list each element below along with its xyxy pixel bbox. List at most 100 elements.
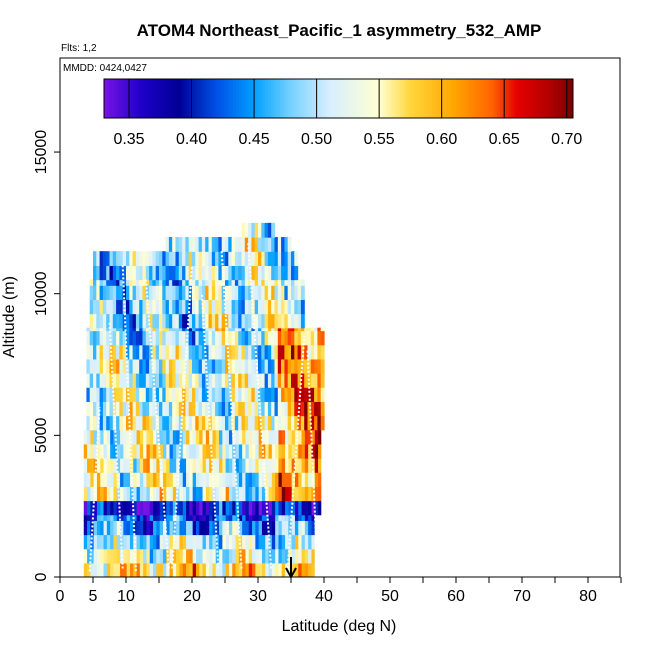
heatmap-cell bbox=[278, 514, 283, 521]
heatmap-cell bbox=[271, 265, 276, 281]
heatmap-cell bbox=[195, 443, 200, 459]
heatmap-cell bbox=[274, 415, 279, 431]
colorbar-segment bbox=[130, 79, 134, 118]
heatmap-cell bbox=[287, 265, 292, 281]
heatmap-cell bbox=[254, 222, 259, 238]
heatmap-cell bbox=[110, 429, 115, 445]
heatmap-cell bbox=[188, 251, 193, 266]
heatmap-cell bbox=[172, 373, 177, 388]
heatmap-cell bbox=[278, 520, 283, 536]
heatmap-cell bbox=[221, 358, 226, 374]
heatmap-cell bbox=[294, 313, 299, 329]
heatmap-cell bbox=[251, 285, 256, 300]
heatmap-cell bbox=[205, 534, 210, 550]
heatmap-cell bbox=[201, 251, 206, 266]
heatmap-cell bbox=[252, 514, 256, 521]
heatmap-cell bbox=[281, 279, 285, 286]
heatmap-cell bbox=[182, 358, 186, 374]
heatmap-cell bbox=[221, 373, 226, 388]
heatmap-cell bbox=[93, 285, 97, 300]
heatmap-cell bbox=[211, 251, 216, 266]
heatmap-cell bbox=[106, 514, 111, 521]
heatmap-cell bbox=[179, 548, 184, 564]
heatmap-cell bbox=[285, 472, 289, 487]
heatmap-cell bbox=[185, 401, 190, 417]
heatmap-cell bbox=[307, 330, 312, 346]
heatmap-cell bbox=[145, 415, 150, 431]
heatmap-cell bbox=[317, 330, 322, 346]
heatmap-cell bbox=[113, 443, 118, 459]
heatmap-cell bbox=[252, 458, 256, 473]
heatmap-cell bbox=[122, 358, 127, 374]
heatmap-cell bbox=[212, 562, 217, 577]
heatmap-cell bbox=[165, 285, 170, 300]
heatmap-cell bbox=[258, 443, 263, 459]
heatmap-cell bbox=[284, 330, 289, 346]
heatmap-cell bbox=[172, 415, 177, 431]
heatmap-cell bbox=[155, 344, 160, 360]
heatmap-cell bbox=[146, 534, 151, 550]
heatmap-cell bbox=[241, 313, 246, 329]
heatmap-cell bbox=[221, 279, 226, 286]
heatmap-cell bbox=[162, 548, 167, 564]
colorbar-segment bbox=[382, 79, 386, 118]
heatmap-cell bbox=[208, 401, 213, 417]
heatmap-cell bbox=[241, 344, 246, 360]
heatmap-cell bbox=[93, 534, 98, 550]
heatmap-cell bbox=[271, 285, 276, 300]
heatmap-cell bbox=[192, 458, 197, 473]
heatmap-cell bbox=[298, 472, 303, 487]
heatmap-cell bbox=[87, 443, 91, 459]
heatmap-cell bbox=[166, 534, 171, 550]
colorbar-segment bbox=[546, 79, 551, 118]
heatmap-cell bbox=[234, 327, 239, 332]
heatmap-cell bbox=[275, 514, 280, 521]
x-tick-label: 20 bbox=[183, 588, 201, 605]
heatmap-cell bbox=[189, 443, 194, 459]
heatmap-cell bbox=[281, 458, 286, 473]
heatmap-cell bbox=[122, 415, 127, 431]
heatmap-cell bbox=[297, 279, 302, 286]
heatmap-cell bbox=[139, 514, 144, 521]
heatmap-cell bbox=[176, 458, 181, 473]
heatmap-cell bbox=[178, 285, 183, 300]
heatmap-cell bbox=[136, 562, 141, 577]
heatmap-cell bbox=[288, 500, 293, 516]
heatmap-cell bbox=[277, 237, 282, 252]
heatmap-cell bbox=[83, 548, 88, 564]
colorbar-segment bbox=[458, 79, 463, 118]
heatmap-cell bbox=[89, 344, 94, 360]
heatmap-cell bbox=[258, 429, 263, 445]
heatmap-cell bbox=[275, 534, 280, 550]
heatmap-cell bbox=[274, 265, 279, 281]
heatmap-cell bbox=[228, 514, 233, 521]
heatmap-cell bbox=[205, 458, 210, 473]
heatmap-cell bbox=[156, 458, 161, 473]
colorbar-segment bbox=[356, 79, 360, 118]
heatmap-cell bbox=[86, 415, 91, 431]
heatmap-cell bbox=[212, 486, 217, 502]
colorbar-segment bbox=[347, 79, 351, 118]
heatmap-cell bbox=[297, 373, 302, 388]
heatmap-cell bbox=[264, 237, 269, 252]
heatmap-cell bbox=[291, 486, 296, 502]
heatmap-cell bbox=[284, 265, 289, 281]
heatmap-cell bbox=[248, 401, 252, 417]
heatmap-cell bbox=[172, 458, 177, 473]
colorbar-segment bbox=[139, 79, 143, 118]
heatmap-cell bbox=[221, 251, 226, 266]
heatmap-cell bbox=[271, 514, 276, 521]
heatmap-cell bbox=[261, 401, 266, 417]
heatmap-cell bbox=[153, 548, 157, 564]
heatmap-cell bbox=[271, 415, 276, 431]
heatmap-cell bbox=[93, 514, 98, 521]
heatmap-cell bbox=[258, 265, 262, 281]
heatmap-cell bbox=[129, 401, 134, 417]
heatmap-cell bbox=[100, 458, 105, 473]
heatmap-cell bbox=[265, 562, 270, 577]
heatmap-cell bbox=[254, 387, 259, 402]
heatmap-cell bbox=[218, 251, 223, 266]
heatmap-cell bbox=[307, 401, 312, 417]
heatmap-cell bbox=[152, 313, 157, 329]
colorbar-segment bbox=[186, 79, 190, 118]
